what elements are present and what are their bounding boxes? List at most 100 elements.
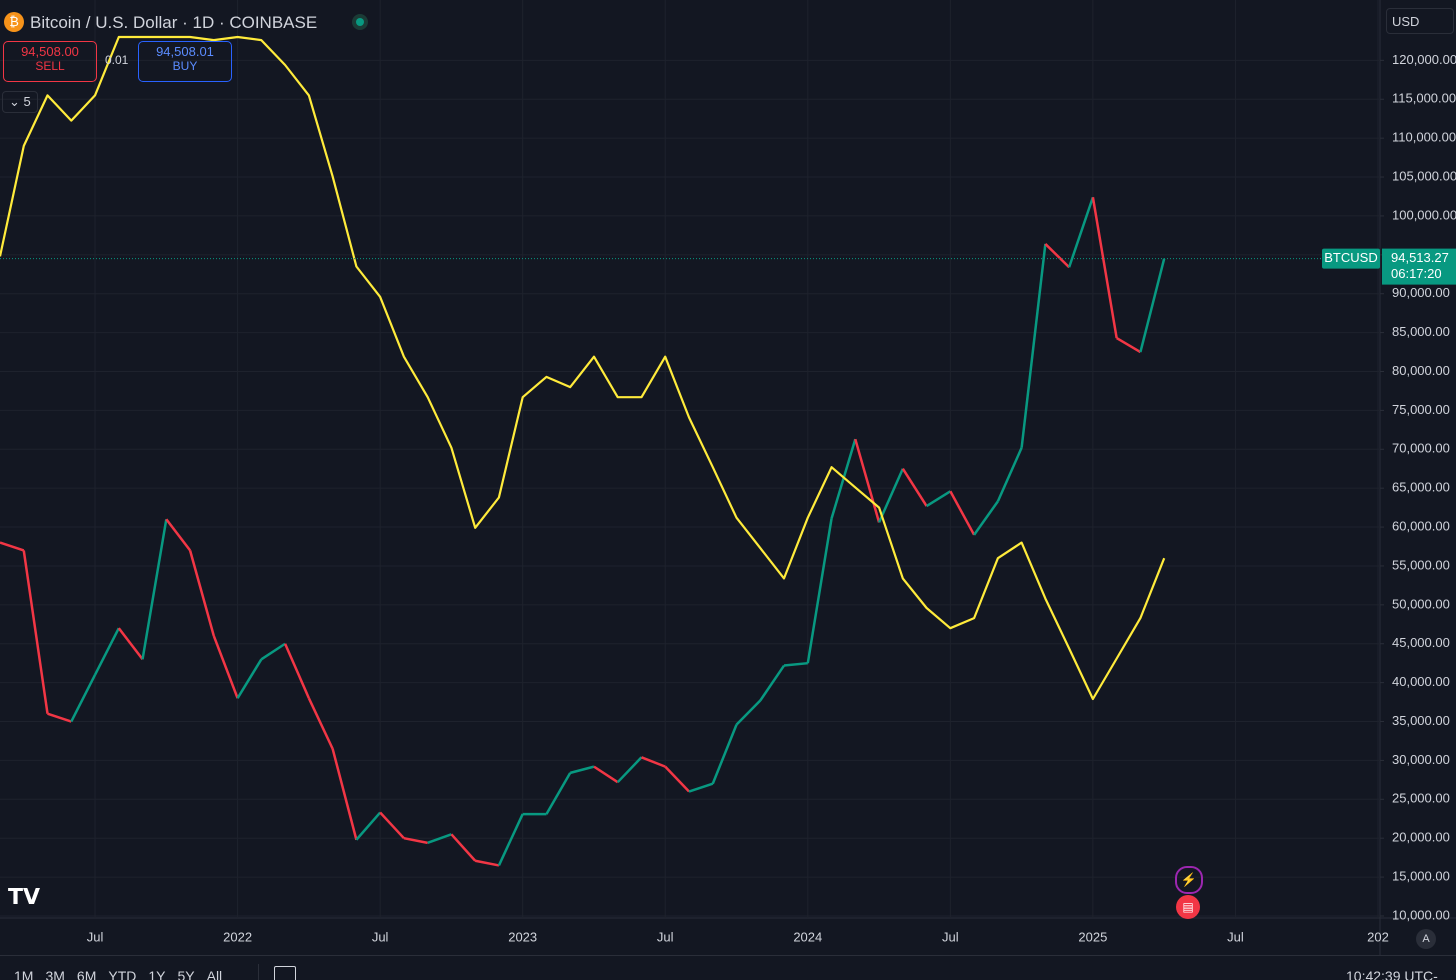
price-segment bbox=[47, 712, 72, 723]
range-button[interactable]: 6M bbox=[76, 968, 97, 980]
symbol-badge bbox=[1322, 248, 1380, 269]
price-segment bbox=[93, 627, 120, 676]
x-tick-label: Jul bbox=[657, 929, 674, 944]
y-tick-label: 20,000.00 bbox=[1392, 830, 1450, 845]
price-segment bbox=[973, 500, 999, 536]
price-segment bbox=[545, 772, 572, 815]
y-tick-label: 45,000.00 bbox=[1392, 635, 1450, 650]
range-button[interactable]: 3M bbox=[45, 968, 65, 980]
x-tick-label: 2025 bbox=[1078, 929, 1107, 944]
y-tick-label: 35,000.00 bbox=[1392, 713, 1450, 728]
price-segment bbox=[735, 699, 762, 726]
price-segment bbox=[474, 859, 500, 867]
calendar-icon[interactable] bbox=[274, 966, 296, 980]
price-segment bbox=[1139, 258, 1166, 353]
price-segment bbox=[22, 550, 49, 714]
y-tick-label: 25,000.00 bbox=[1392, 791, 1450, 806]
y-tick-label: 40,000.00 bbox=[1392, 674, 1450, 689]
buy-price: 94,508.01 bbox=[156, 44, 214, 59]
price-segment bbox=[711, 724, 738, 785]
indicators-toggle[interactable]: ⌄ 5 bbox=[2, 91, 38, 113]
price-segment bbox=[830, 438, 857, 519]
logo: 𝗧𝗩 bbox=[8, 884, 41, 909]
price-segment bbox=[949, 490, 976, 536]
y-tick-label: 55,000.00 bbox=[1392, 557, 1450, 572]
x-tick-label: Jul bbox=[942, 929, 959, 944]
price-segment bbox=[331, 748, 358, 841]
range-button[interactable]: 1Y bbox=[148, 968, 166, 980]
events-icon[interactable]: ▤ bbox=[1176, 895, 1200, 919]
price-badge-value: 94,513.27 bbox=[1391, 250, 1449, 265]
y-tick-label: 110,000.00 bbox=[1392, 130, 1456, 145]
price-segment bbox=[616, 756, 643, 784]
y-tick-label: 15,000.00 bbox=[1392, 869, 1450, 884]
price-segment bbox=[236, 658, 263, 699]
buy-button[interactable]: 94,508.01 BUY bbox=[138, 41, 232, 82]
x-tick-label: 202 bbox=[1367, 929, 1389, 944]
price-badge-countdown: 06:17:20 bbox=[1391, 266, 1442, 281]
y-tick-label: 70,000.00 bbox=[1392, 441, 1450, 456]
y-tick-label: 10,000.00 bbox=[1392, 907, 1450, 922]
price-segment bbox=[260, 642, 286, 661]
range-button[interactable]: 5Y bbox=[177, 968, 195, 980]
buy-label: BUY bbox=[172, 59, 198, 73]
background bbox=[0, 0, 1456, 955]
clock: 10:42:39 UTC- bbox=[1346, 968, 1438, 980]
price-segment bbox=[117, 627, 144, 661]
status-dot bbox=[352, 14, 368, 30]
price-segment bbox=[379, 811, 405, 840]
price-segment bbox=[1091, 197, 1118, 339]
price-segment bbox=[1067, 196, 1095, 268]
price-segment bbox=[1116, 336, 1142, 354]
spread: 0.01 bbox=[105, 53, 129, 67]
coin-icon: ₿ bbox=[4, 12, 24, 32]
price-segment bbox=[759, 664, 786, 702]
x-tick-label: Jul bbox=[1227, 929, 1244, 944]
range-list: 1M 3M 6M YTD 1Y 5Y All bbox=[14, 968, 222, 980]
price-segment bbox=[450, 833, 477, 862]
y-tick-label: 100,000.00 bbox=[1392, 207, 1456, 222]
chart: 10,000.00 15,000.00 20,000.00 25,000.00 30,0… bbox=[0, 0, 1456, 955]
lightning-icon[interactable]: ⚡ bbox=[1175, 866, 1203, 894]
symbol-badge-label: BTCUSD bbox=[1324, 250, 1377, 265]
price-segment bbox=[641, 756, 666, 768]
x-tick-label: Jul bbox=[372, 929, 389, 944]
y-tick-label: 60,000.00 bbox=[1392, 518, 1450, 533]
range-button[interactable]: All bbox=[206, 968, 223, 980]
overlay-line bbox=[0, 35, 1166, 701]
indicators-count: 5 bbox=[23, 94, 31, 109]
y-tick-label: 30,000.00 bbox=[1392, 752, 1450, 767]
price-segment bbox=[688, 782, 714, 793]
price-segment bbox=[403, 836, 428, 845]
range-button[interactable]: YTD bbox=[108, 968, 137, 980]
price-segment bbox=[1044, 243, 1071, 269]
price-segment bbox=[355, 811, 382, 841]
price-segment bbox=[569, 765, 595, 775]
y-tick-label: 65,000.00 bbox=[1392, 480, 1450, 495]
price-segment bbox=[212, 635, 239, 699]
x-tick-label: Jul bbox=[87, 929, 104, 944]
price-segment bbox=[783, 661, 808, 667]
y-tick-label: 120,000.00 bbox=[1392, 52, 1456, 67]
auto-scale[interactable]: A bbox=[1416, 929, 1436, 949]
symbol-title[interactable]: Bitcoin / U.S. Dollar · 1D · COINBASE bbox=[30, 13, 318, 32]
price-segment bbox=[0, 541, 25, 552]
sell-button[interactable]: 94,508.00 SELL bbox=[3, 41, 97, 82]
price-segment bbox=[877, 468, 904, 523]
price-segment bbox=[70, 674, 97, 723]
price-segment bbox=[1020, 243, 1047, 448]
x-tick-label: 2024 bbox=[793, 929, 822, 944]
price-segment bbox=[925, 490, 952, 508]
range-button[interactable]: 1M bbox=[14, 968, 34, 980]
separator bbox=[258, 964, 259, 980]
price-segment bbox=[141, 519, 168, 660]
price-segment bbox=[664, 765, 690, 793]
bottom-toolbar: 1M 3M 6M YTD 1Y 5Y All 10:42:39 UTC- bbox=[0, 955, 1456, 980]
price-segment bbox=[427, 833, 452, 845]
price-badge bbox=[1382, 248, 1456, 285]
x-tick-label: 2022 bbox=[223, 929, 252, 944]
price-segment bbox=[854, 438, 881, 523]
price-segment bbox=[497, 813, 524, 866]
currency-button[interactable]: USD bbox=[1386, 8, 1454, 34]
